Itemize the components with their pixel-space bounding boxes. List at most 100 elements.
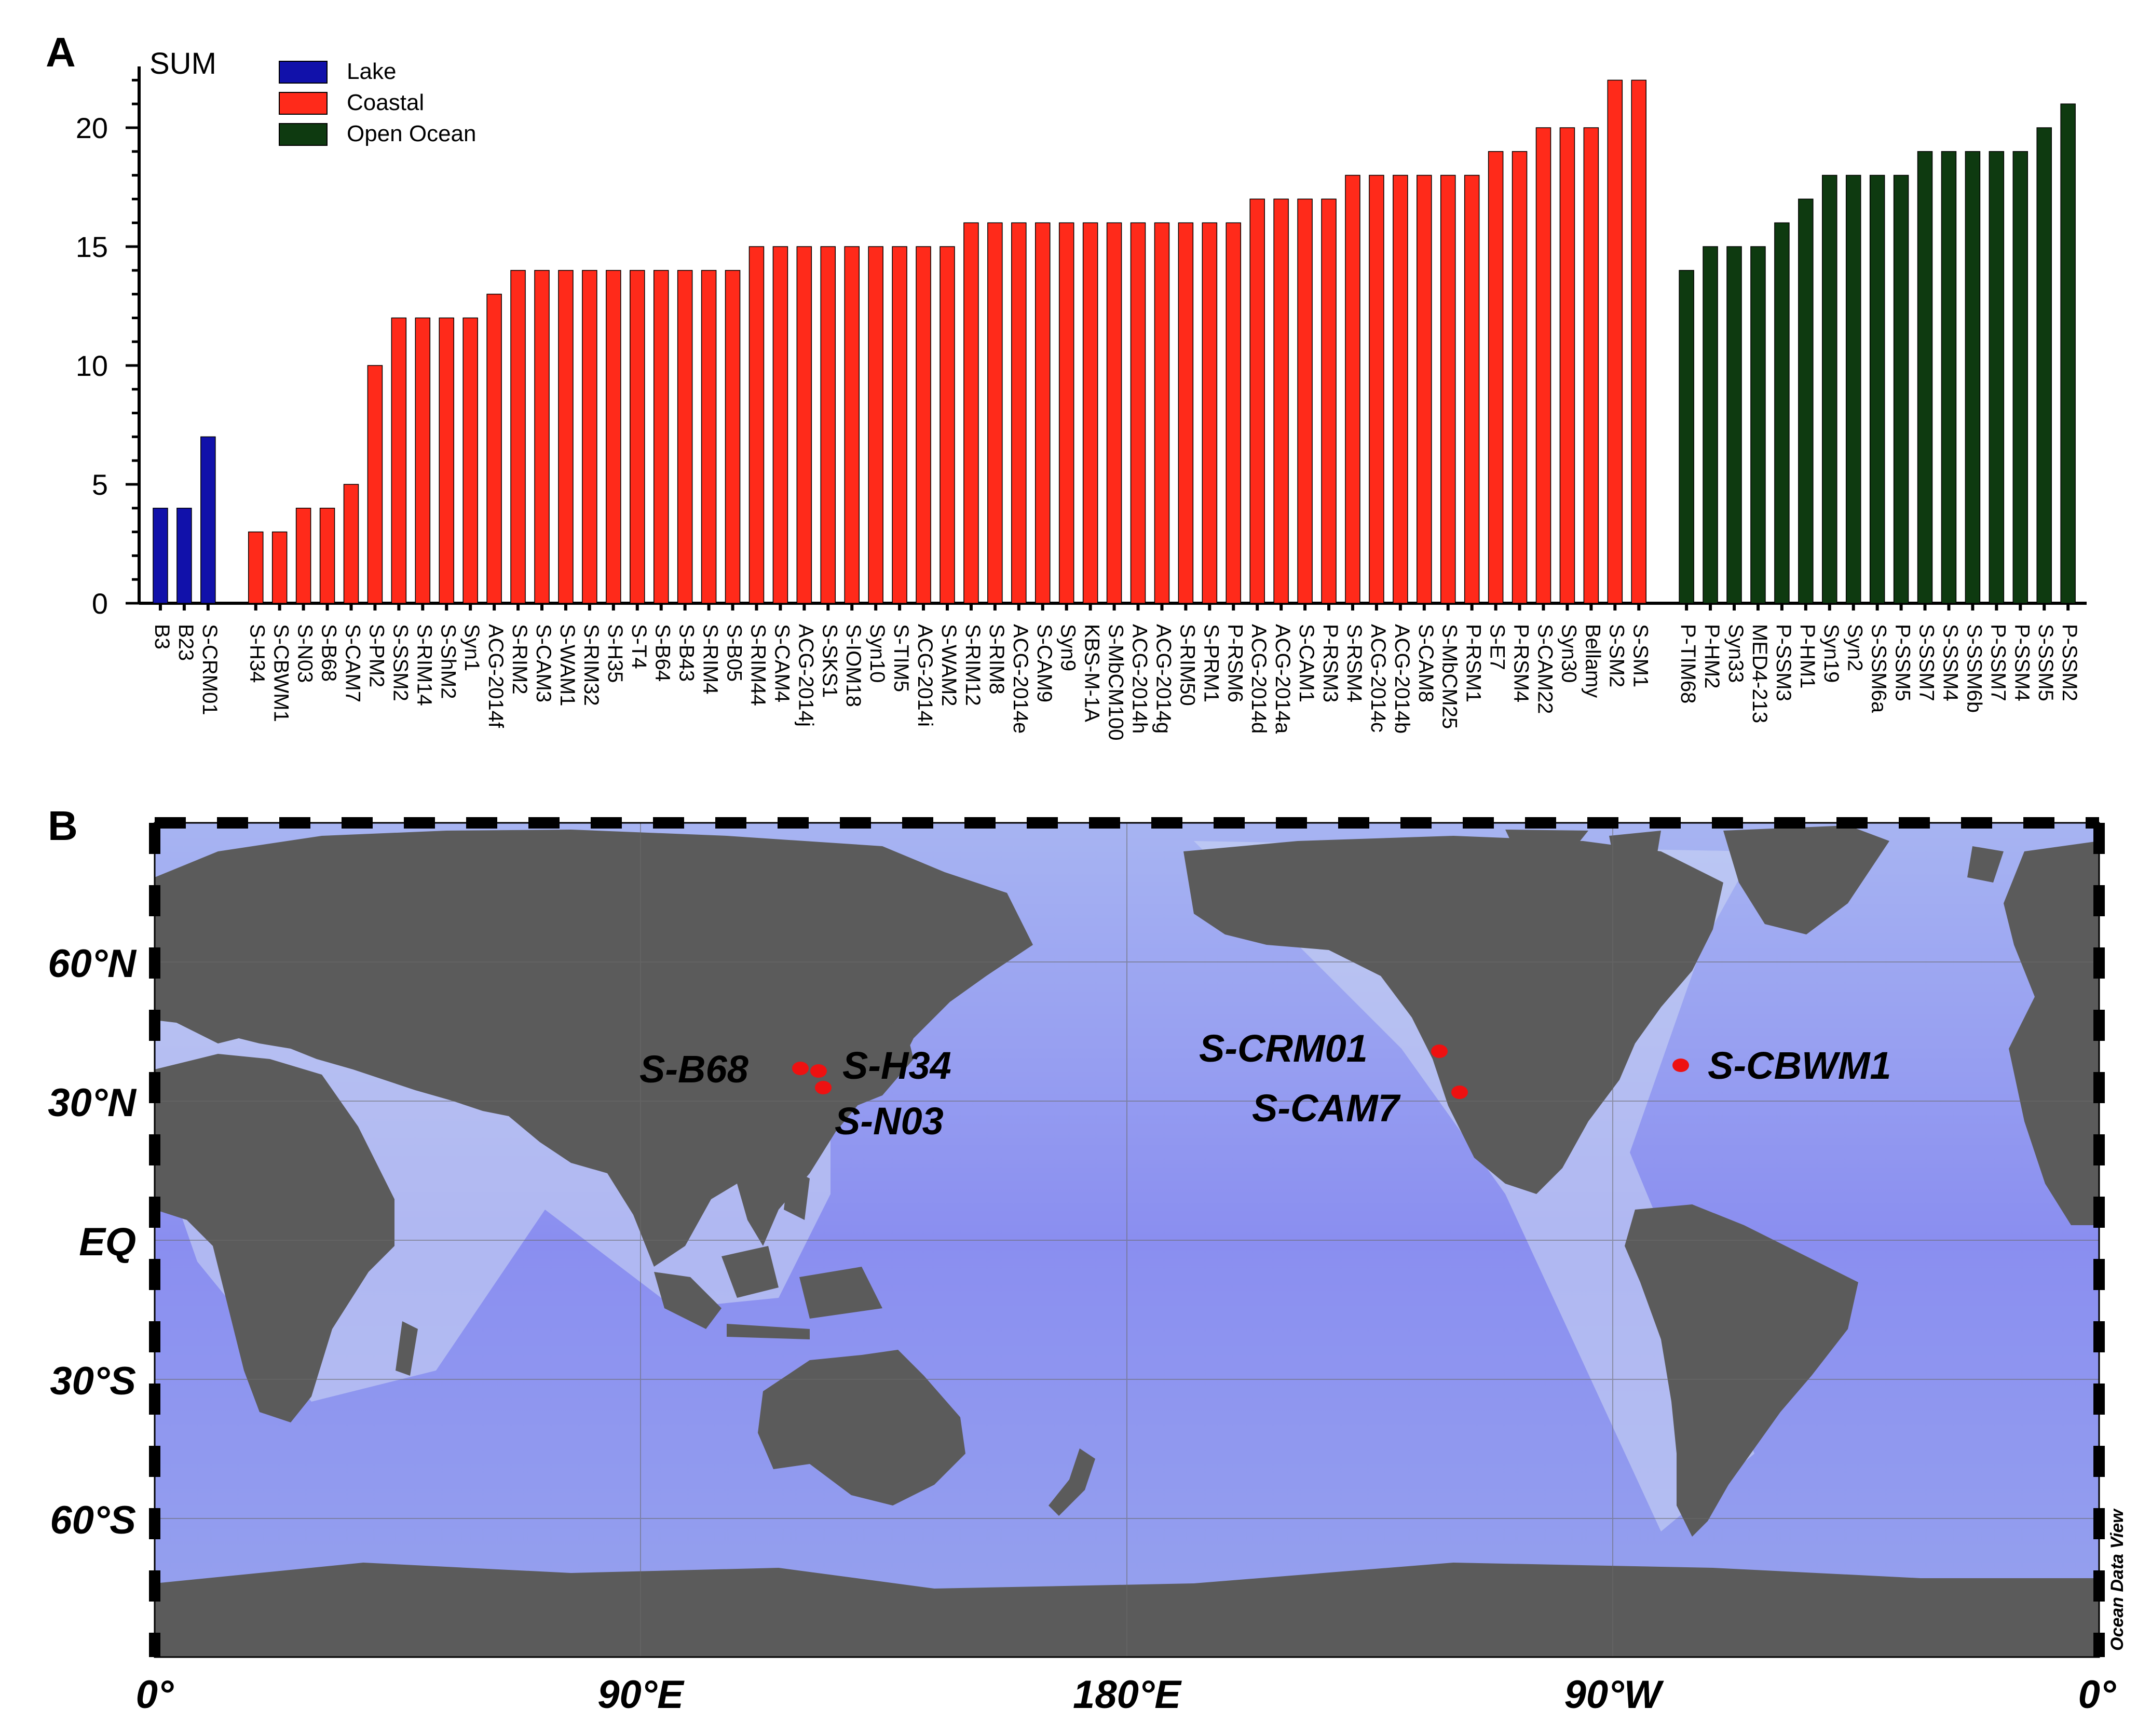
bar — [820, 246, 836, 604]
bar — [916, 246, 931, 604]
x-tick-label: S-PM2 — [365, 624, 388, 687]
bar — [725, 270, 741, 604]
lon-label-0-right: 0° — [2078, 1673, 2116, 1717]
x-tick-label: S-RIM50 — [1176, 624, 1199, 706]
x-tick-label: S-RIM32 — [580, 624, 603, 706]
y-tick-label: 0 — [92, 587, 108, 620]
bar — [748, 246, 765, 604]
bar — [176, 508, 192, 604]
bar — [1703, 246, 1718, 604]
x-tick-label: S-RIM14 — [413, 624, 435, 706]
world-map: 60°N 30°N EQ 30°S 60°S 0° 90°E 180°E 90°… — [48, 817, 2127, 1717]
x-tick-label: S-RIM4 — [699, 624, 722, 695]
x-tick-label: S-RIM12 — [961, 624, 984, 706]
bar — [1226, 222, 1242, 604]
x-tick-label: Syn19 — [1820, 624, 1843, 683]
lat-label-60n: 60°N — [48, 942, 137, 986]
x-tick-label: S-H34 — [246, 624, 269, 683]
x-tick-label: ACG-2014f — [484, 624, 507, 728]
bar — [1512, 151, 1528, 604]
lon-label-0-left: 0° — [136, 1673, 174, 1717]
bar — [1822, 174, 1837, 604]
bar — [1464, 174, 1480, 604]
x-tick-label: P-HM1 — [1796, 624, 1819, 688]
bar — [1082, 222, 1098, 604]
bar — [844, 246, 860, 604]
new-zealand — [1049, 1448, 1095, 1516]
greenland — [1723, 825, 1889, 934]
x-tick-label: P-SSM5 — [1891, 624, 1914, 701]
bar — [1726, 246, 1742, 604]
x-tick-label: S-PRM1 — [1200, 624, 1222, 702]
x-tick-label: P-RSM3 — [1319, 624, 1342, 702]
x-tick-labels: B3 B23 S-CRM01 S-H34 S-CBWM1 S-N03 S-B68 S-CAM7… — [151, 624, 2081, 741]
bar — [1106, 222, 1122, 604]
x-tick-label: S-SSM6a — [1868, 624, 1890, 713]
x-tick-label: P-RSM6 — [1223, 624, 1246, 702]
x-tick-label: P-HM2 — [1700, 624, 1723, 688]
bar — [1202, 222, 1218, 604]
bar — [153, 508, 168, 604]
x-tick-label: S-H35 — [604, 624, 627, 683]
x-tick-label: S-WAM1 — [556, 624, 579, 707]
bar — [1559, 127, 1575, 604]
arctic-islands — [1505, 830, 2004, 883]
x-tick-label: Syn30 — [1557, 624, 1580, 683]
y-tick-label: 20 — [76, 112, 108, 144]
x-tick-label: S-IOM18 — [842, 624, 865, 707]
x-tick-label: S-CAM7 — [341, 624, 364, 702]
x-tick-label: S-CAM9 — [1033, 624, 1056, 702]
x-tick-label: S-RSM4 — [1343, 624, 1366, 702]
x-tick-label: S-CRM01 — [198, 624, 221, 715]
bar — [1941, 151, 1957, 604]
x-tick-label: S-CAM3 — [532, 624, 555, 702]
x-tick-label: ACG-2014d — [1247, 624, 1270, 734]
bar — [200, 436, 216, 604]
x-tick-label: S-CBWM1 — [270, 624, 293, 722]
x-tick-label: S-B43 — [675, 624, 698, 682]
x-tick-label: P-TIM68 — [1677, 624, 1699, 703]
bar — [796, 246, 812, 604]
x-tick-label: Syn10 — [866, 624, 889, 683]
lat-label-60s: 60°S — [50, 1498, 136, 1542]
x-tick-label: S-RIM2 — [508, 624, 531, 695]
bar — [963, 222, 979, 604]
bar — [1488, 151, 1504, 604]
legend: Lake Coastal Open Ocean — [279, 59, 477, 146]
bar-chart: SUM 0 5 10 15 20 B3 B23 S-CRM01 S-H34 S-CBWM1 S-N… — [76, 47, 2087, 741]
x-tick-label: ACG-2014a — [1271, 624, 1294, 734]
japan — [856, 1018, 914, 1106]
bar — [295, 508, 311, 604]
x-tick-label: B23 — [174, 624, 197, 661]
x-tick-label: S-TIM5 — [890, 624, 913, 692]
site-label-s-cbwm1: S-CBWM1 — [1708, 1044, 1891, 1087]
map-dashed-border — [149, 817, 2105, 1657]
bar — [1750, 246, 1766, 604]
bar — [1440, 174, 1456, 604]
bar — [367, 365, 383, 604]
x-tick-label: S-B68 — [318, 624, 341, 682]
x-tick-label: ACG-2014e — [1009, 624, 1032, 734]
lat-label-30s: 30°S — [50, 1359, 136, 1403]
lat-label-eq: EQ — [79, 1220, 136, 1264]
bar — [868, 246, 883, 604]
bar — [1965, 151, 1981, 604]
site-label-s-crm01: S-CRM01 — [1199, 1027, 1368, 1070]
site-label-s-cam7: S-CAM7 — [1252, 1087, 1401, 1130]
bar — [940, 246, 955, 604]
bar — [1249, 198, 1265, 604]
site-label-s-b68: S-B68 — [639, 1048, 749, 1091]
site-marker-s-cam7 — [1451, 1086, 1468, 1099]
bar — [510, 270, 526, 604]
bar — [1679, 270, 1694, 604]
ocean-data-view-credit: Ocean Data View — [2107, 1508, 2127, 1651]
x-tick-label: P-RSM1 — [1462, 624, 1485, 702]
site-marker-s-h34 — [810, 1064, 827, 1078]
bar — [677, 270, 693, 604]
south-america — [1625, 1204, 1858, 1537]
y-axis-label: SUM — [149, 47, 216, 80]
legend-swatch-lake — [279, 61, 328, 84]
x-tick-label: P-SSM7 — [1986, 624, 2009, 701]
bar — [558, 270, 574, 604]
